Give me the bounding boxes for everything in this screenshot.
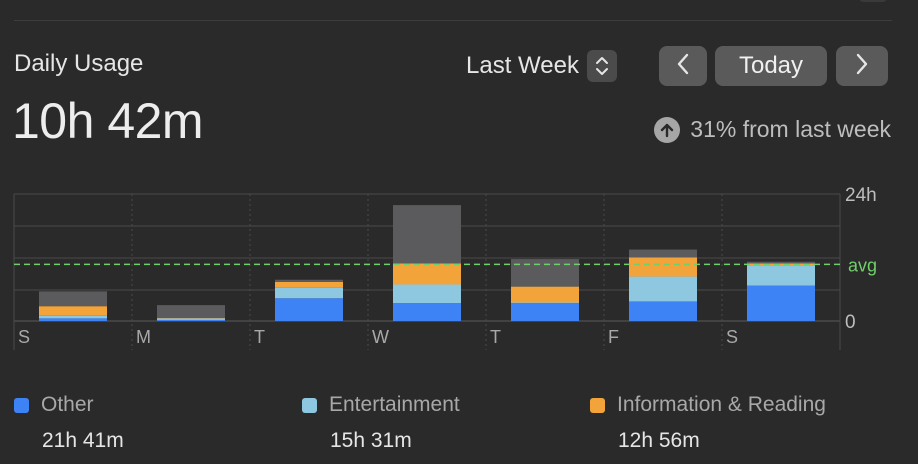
bar-segment-other — [157, 319, 225, 321]
bar-segment-entertainment — [747, 265, 815, 286]
legend-entertainment: Entertainment — [302, 393, 460, 417]
day-label: M — [136, 327, 151, 347]
day-label: T — [490, 327, 501, 347]
bar-segment-uncategorized — [629, 249, 697, 258]
bar-segment-information-reading — [511, 286, 579, 303]
bar-segment-information-reading — [393, 263, 461, 285]
chevron-left-icon — [676, 53, 690, 80]
arrow-up-icon — [654, 116, 681, 143]
previous-button[interactable] — [659, 46, 707, 86]
bar-segment-information-reading — [157, 317, 225, 319]
legend-label: Information & Reading — [617, 393, 826, 416]
bar-segment-other — [275, 298, 343, 321]
bar-segment-uncategorized — [747, 261, 815, 264]
legend-label: Other — [41, 393, 94, 416]
average-label: avg — [848, 255, 877, 275]
chevron-updown-icon — [586, 50, 617, 82]
legend-swatch — [590, 397, 605, 413]
bar-segment-entertainment — [629, 276, 697, 302]
page-title: Daily Usage — [14, 50, 144, 77]
next-button[interactable] — [836, 46, 888, 86]
legend-swatch — [14, 397, 29, 413]
y-tick-label: 0 — [845, 312, 856, 333]
bar-segment-uncategorized — [393, 205, 461, 264]
day-label: W — [372, 327, 389, 347]
change-text: 31% from last week — [690, 116, 891, 142]
legend-other: Other — [14, 393, 94, 417]
legend-swatch — [302, 397, 317, 413]
day-label: S — [726, 327, 738, 347]
bar-segment-other — [511, 303, 579, 321]
bar-segment-other — [39, 318, 107, 321]
bar-segment-other — [747, 285, 815, 321]
today-button[interactable]: Today — [715, 46, 827, 86]
legend-label: Entertainment — [329, 393, 460, 416]
bar-segment-other — [629, 301, 697, 321]
bar-segment-uncategorized — [157, 305, 225, 318]
legend-value-other: 21h 41m — [42, 429, 124, 452]
bar-segment-information-reading — [275, 281, 343, 288]
bar-segment-entertainment — [157, 318, 225, 320]
total-usage: 10h 42m — [12, 93, 204, 149]
legend-value-information-reading: 12h 56m — [618, 429, 700, 452]
legend-value-entertainment: 15h 31m — [330, 429, 412, 452]
corner-control — [858, 0, 888, 2]
chevron-right-icon — [855, 53, 869, 80]
bar-segment-uncategorized — [511, 259, 579, 287]
bar-segment-other — [393, 303, 461, 321]
bar-segment-information-reading — [39, 306, 107, 316]
period-label: Last Week — [466, 52, 579, 79]
legend-information-reading: Information & Reading — [590, 393, 826, 417]
bar-segment-uncategorized — [275, 279, 343, 282]
period-select[interactable]: Last Week — [466, 48, 617, 84]
day-label: F — [608, 327, 619, 347]
bar-segment-information-reading — [629, 257, 697, 277]
bar-segment-entertainment — [39, 315, 107, 319]
y-tick-label: 24h — [845, 185, 877, 206]
bar-segment-entertainment — [393, 284, 461, 304]
bar-segment-information-reading — [747, 263, 815, 266]
day-label: S — [18, 327, 30, 347]
top-divider — [14, 20, 892, 21]
bar-segment-uncategorized — [39, 291, 107, 307]
change-indicator: 31% from last week — [654, 116, 891, 143]
bar-segment-entertainment — [275, 287, 343, 299]
day-label: T — [254, 327, 265, 347]
bar-segment-entertainment — [511, 302, 579, 304]
